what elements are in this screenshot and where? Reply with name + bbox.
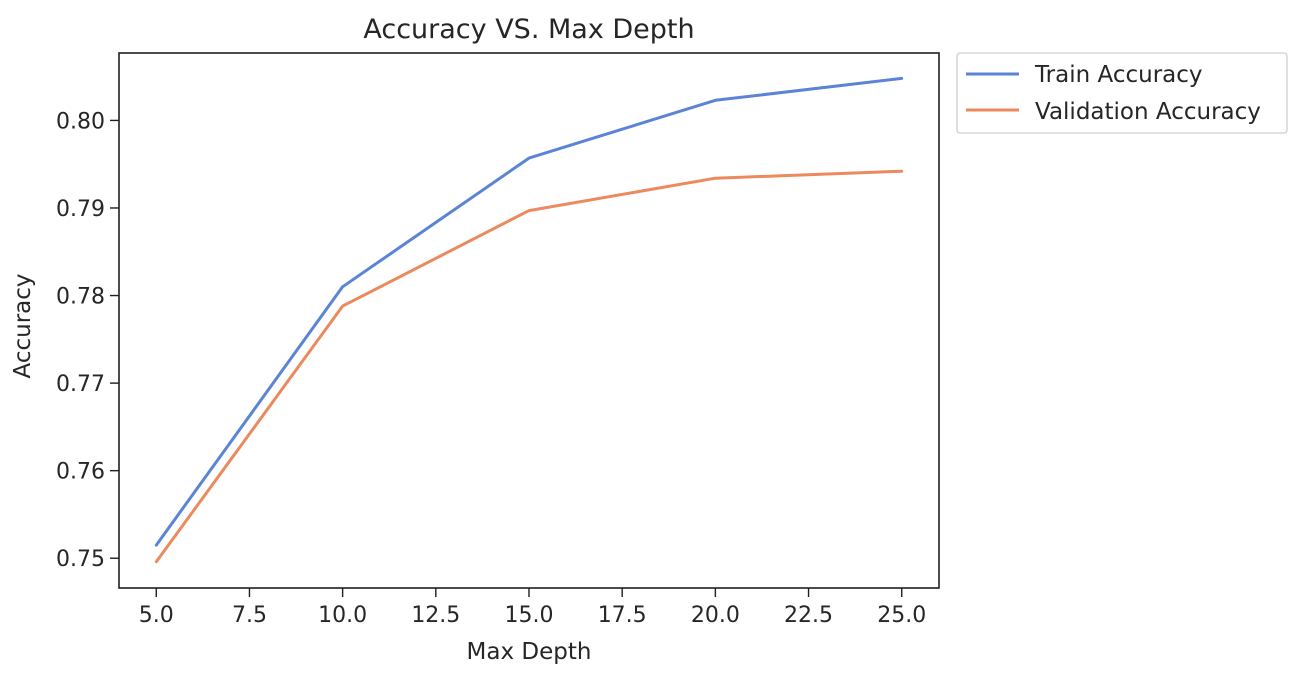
x-tick-label: 7.5 xyxy=(232,603,267,628)
x-tick-label: 17.5 xyxy=(598,603,647,628)
x-tick-label: 20.0 xyxy=(691,603,740,628)
y-tick-label: 0.76 xyxy=(56,460,105,485)
y-tick-label: 0.79 xyxy=(56,197,105,222)
y-axis: 0.75 0.76 0.77 0.78 0.79 0.80 xyxy=(56,109,119,572)
y-axis-label: Accuracy xyxy=(10,273,36,378)
x-tick-label: 22.5 xyxy=(784,603,833,628)
x-tick-label: 15.0 xyxy=(505,603,554,628)
x-tick-label: 5.0 xyxy=(139,603,174,628)
legend: Train Accuracy Validation Accuracy xyxy=(957,53,1287,133)
legend-label-validation-accuracy: Validation Accuracy xyxy=(1035,99,1261,125)
x-tick-label: 12.5 xyxy=(411,603,460,628)
plot-frame xyxy=(119,53,939,588)
y-tick-label: 0.78 xyxy=(56,285,105,310)
x-tick-label: 10.0 xyxy=(318,603,367,628)
chart-title: Accuracy VS. Max Depth xyxy=(363,14,694,45)
legend-label-train-accuracy: Train Accuracy xyxy=(1034,62,1203,88)
x-tick-label: 25.0 xyxy=(877,603,926,628)
y-tick-label: 0.75 xyxy=(56,547,105,572)
series-line-train-accuracy xyxy=(156,78,901,545)
series-layer xyxy=(156,78,901,561)
series-line-validation-accuracy xyxy=(156,171,901,562)
y-tick-label: 0.80 xyxy=(56,109,105,134)
y-tick-label: 0.77 xyxy=(56,372,105,397)
x-axis-label: Max Depth xyxy=(467,639,592,665)
x-axis: 5.0 7.5 10.0 12.5 15.0 17.5 20.0 22.5 25.0 xyxy=(139,588,926,628)
